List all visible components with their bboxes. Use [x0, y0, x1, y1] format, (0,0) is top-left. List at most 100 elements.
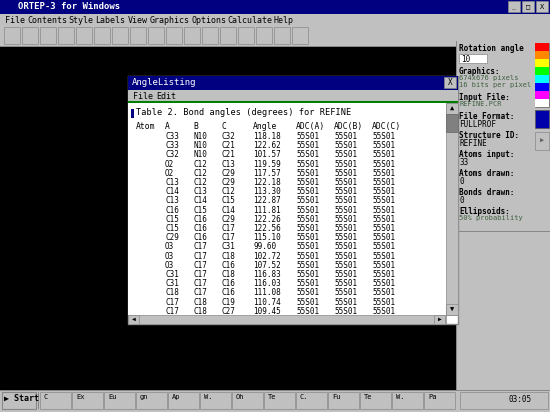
Text: C29: C29: [221, 178, 235, 187]
Text: C13: C13: [193, 187, 207, 196]
Text: C12: C12: [221, 187, 235, 196]
Bar: [535, 99, 549, 107]
Text: 55S01: 55S01: [334, 197, 357, 206]
Bar: [72, 392, 103, 409]
Text: C: C: [221, 122, 226, 131]
Text: 101.57: 101.57: [253, 150, 280, 159]
Bar: [446, 304, 458, 315]
Text: N10: N10: [193, 150, 207, 159]
Text: 55S01: 55S01: [334, 178, 357, 187]
Text: Style: Style: [69, 16, 94, 24]
Text: ADC(C): ADC(C): [372, 122, 402, 131]
Text: C16: C16: [193, 215, 207, 224]
Text: Fu: Fu: [332, 394, 340, 400]
Bar: [535, 83, 549, 91]
Text: 55S01: 55S01: [372, 197, 395, 206]
Text: 55S01: 55S01: [296, 150, 319, 159]
Bar: [535, 43, 549, 51]
Text: 55S01: 55S01: [372, 159, 395, 169]
Text: 99.60: 99.60: [253, 242, 276, 251]
Text: 674x676 pixels: 674x676 pixels: [459, 75, 519, 81]
Text: 55S01: 55S01: [372, 270, 395, 279]
Text: 55S01: 55S01: [296, 206, 319, 215]
Text: Atoms input:: Atoms input:: [459, 150, 514, 159]
Bar: [535, 75, 549, 83]
Text: 55S01: 55S01: [372, 141, 395, 150]
Bar: [128, 103, 446, 315]
Text: C15: C15: [221, 197, 235, 206]
Text: 55S01: 55S01: [296, 261, 319, 270]
Text: 55S01: 55S01: [334, 141, 357, 150]
Text: A: A: [165, 122, 170, 131]
Bar: [256, 27, 272, 44]
Bar: [535, 43, 549, 107]
Bar: [38, 392, 39, 409]
Text: ▼: ▼: [450, 307, 454, 312]
Bar: [148, 27, 164, 44]
Text: C31: C31: [165, 270, 179, 279]
Text: 55S01: 55S01: [334, 169, 357, 178]
Text: C14: C14: [221, 206, 235, 215]
Text: View: View: [128, 16, 147, 24]
Text: C13: C13: [165, 178, 179, 187]
Bar: [94, 27, 110, 44]
Text: 55S01: 55S01: [334, 297, 357, 307]
Text: ▶: ▶: [438, 317, 441, 322]
Text: C14: C14: [165, 187, 179, 196]
Text: File: File: [5, 16, 25, 24]
Text: O3: O3: [165, 242, 174, 251]
Bar: [456, 41, 457, 391]
Bar: [535, 91, 549, 99]
Bar: [128, 76, 458, 324]
Text: 55S01: 55S01: [372, 297, 395, 307]
Text: 16 bits per pixel: 16 bits per pixel: [459, 82, 531, 88]
Text: 55S01: 55S01: [372, 169, 395, 178]
Text: C: C: [44, 394, 48, 400]
Text: C31: C31: [221, 242, 235, 251]
Text: 122.26: 122.26: [253, 215, 280, 224]
Text: 55S01: 55S01: [334, 159, 357, 169]
Text: Labels: Labels: [96, 16, 125, 24]
Text: 0: 0: [459, 177, 464, 186]
Text: Bonds drawn:: Bonds drawn:: [459, 188, 514, 197]
Bar: [456, 41, 550, 391]
Text: 55S01: 55S01: [296, 197, 319, 206]
Bar: [128, 76, 458, 90]
Text: 55S01: 55S01: [334, 187, 357, 196]
Text: Te: Te: [268, 394, 277, 400]
Bar: [200, 392, 231, 409]
Text: ▲: ▲: [450, 105, 454, 112]
Text: C16: C16: [193, 233, 207, 242]
Text: Graphics:: Graphics:: [459, 67, 501, 76]
Bar: [535, 59, 549, 67]
Text: AngleListing: AngleListing: [132, 78, 196, 87]
Text: C12: C12: [193, 178, 207, 187]
Bar: [0, 14, 550, 25]
Text: C27: C27: [221, 307, 235, 316]
Text: C31: C31: [165, 279, 179, 288]
Text: C18: C18: [165, 288, 179, 297]
Bar: [0, 25, 550, 47]
Bar: [434, 315, 445, 324]
Text: C17: C17: [193, 288, 207, 297]
Bar: [232, 392, 263, 409]
Bar: [535, 99, 549, 107]
Text: C17: C17: [165, 297, 179, 307]
Bar: [168, 392, 199, 409]
Text: Angle: Angle: [253, 122, 277, 131]
Text: 55S01: 55S01: [334, 150, 357, 159]
Text: 55S01: 55S01: [296, 132, 319, 141]
Text: Eu: Eu: [108, 394, 117, 400]
Text: 113.30: 113.30: [253, 187, 280, 196]
Text: 55S01: 55S01: [372, 150, 395, 159]
Text: O3: O3: [165, 252, 174, 261]
Text: C12: C12: [193, 169, 207, 178]
Bar: [424, 392, 455, 409]
Text: FULLPROF: FULLPROF: [459, 120, 496, 129]
Bar: [4, 27, 20, 44]
Text: O2: O2: [165, 169, 174, 178]
Bar: [296, 392, 327, 409]
Bar: [40, 392, 71, 409]
Text: Oh: Oh: [236, 394, 245, 400]
Text: 117.57: 117.57: [253, 169, 280, 178]
